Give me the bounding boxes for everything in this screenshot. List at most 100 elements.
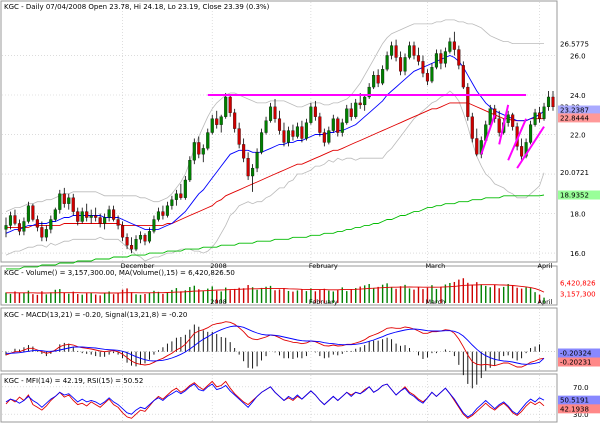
candle-down — [313, 106, 317, 117]
volume-bar — [476, 282, 478, 303]
price-label-text: 18.9352 — [560, 191, 589, 199]
volume-bar — [458, 279, 460, 303]
candle-up — [363, 96, 367, 106]
candle-up — [327, 130, 331, 143]
volume-bar — [319, 289, 321, 303]
candle-up — [390, 45, 394, 56]
candle-up — [224, 96, 228, 117]
volume-bar — [516, 287, 518, 303]
candle-up — [210, 118, 214, 133]
volume-bar — [41, 291, 43, 303]
volume-bar — [435, 288, 438, 303]
volume-bar — [251, 287, 254, 303]
candle-down — [228, 96, 232, 113]
candle-down — [497, 118, 501, 133]
volume-bar — [283, 288, 285, 303]
macd-label-text: -0.20324 — [560, 350, 592, 358]
candle-up — [206, 132, 210, 149]
volume-bar — [426, 287, 429, 303]
volume-bar — [265, 286, 267, 303]
price-tick-label: 26.0 — [570, 52, 586, 60]
price-label: 22.8444 — [558, 113, 600, 123]
volume-bar — [431, 285, 433, 303]
volume-bar — [485, 285, 487, 303]
volume-bar — [117, 293, 119, 303]
candle-up — [174, 193, 178, 200]
price-label-text: 22.8444 — [560, 114, 589, 122]
volume-bar — [59, 289, 61, 303]
candle-down — [17, 223, 21, 232]
candle-up — [367, 86, 371, 98]
month-label-volume: 2008 — [210, 298, 227, 306]
candle-down — [246, 158, 250, 177]
candle-down — [358, 102, 362, 106]
volume-bar — [408, 288, 411, 303]
price-label-bg — [558, 39, 600, 49]
candle-down — [215, 118, 219, 125]
month-label-price: April — [538, 262, 553, 270]
volume-bar — [242, 288, 245, 303]
rsi-label: 50.5191 — [558, 395, 600, 405]
volume-bar — [126, 288, 128, 303]
volume-bar — [355, 288, 357, 303]
candle-down — [121, 225, 125, 238]
volume-bar — [498, 288, 500, 303]
trend-line — [516, 126, 545, 169]
candle-down — [439, 53, 443, 64]
volume-bar — [81, 294, 83, 303]
macd-signal-line — [6, 325, 545, 365]
macd-chart-title: KGC - MACD(13,21) = -0.20, Signal(13,21,… — [4, 311, 187, 319]
candle-up — [89, 215, 93, 218]
price-label-bg — [558, 113, 600, 123]
volume-bar — [507, 284, 509, 303]
volume-label-bg — [558, 289, 600, 299]
volume-bar — [359, 286, 361, 303]
candle-up — [286, 130, 291, 143]
volume-bar — [175, 288, 178, 303]
candle-down — [233, 112, 237, 129]
volume-bar — [372, 287, 375, 303]
volume-bar — [153, 290, 155, 303]
volume-bar — [162, 293, 164, 303]
mfi-tick-label: 70.0 — [573, 384, 589, 392]
candle-up — [506, 114, 510, 123]
candle-up — [255, 152, 259, 169]
candle-up — [188, 160, 192, 181]
mfi-label-bg — [558, 404, 600, 414]
volume-bar — [278, 289, 281, 303]
candle-down — [71, 197, 75, 212]
candle-up — [107, 209, 111, 218]
macd-label-bg — [558, 357, 600, 367]
candle-down — [31, 205, 35, 220]
candle-down — [475, 138, 479, 155]
price-label: 23.2387 — [558, 105, 600, 115]
price-label-text: 26.5775 — [560, 41, 589, 49]
price-label-bg — [558, 168, 600, 178]
price-tick-label: 18.0 — [570, 211, 586, 219]
volume-bar — [238, 287, 240, 303]
candle-down — [376, 75, 380, 84]
candle-up — [430, 67, 434, 82]
candle-up — [22, 221, 26, 232]
candle-up — [8, 215, 13, 226]
candle-down — [197, 142, 201, 155]
volume-bar — [525, 287, 527, 303]
candle-up — [443, 51, 447, 64]
mfi-tick-label: 30.0 — [573, 411, 589, 419]
candle-down — [511, 114, 515, 127]
volume-bar — [99, 295, 101, 303]
volume-bar — [440, 286, 442, 303]
volume-bar — [301, 289, 303, 303]
candle-down — [35, 219, 39, 228]
candle-up — [156, 211, 160, 220]
volume-bar — [296, 290, 299, 303]
volume-bar — [381, 284, 384, 303]
volume-bar — [198, 289, 200, 303]
candle-down — [125, 237, 129, 246]
candle-up — [529, 124, 533, 143]
volume-bar — [121, 289, 124, 303]
month-label-volume: March — [425, 298, 445, 306]
month-label-volume: April — [538, 298, 553, 306]
volume-bar — [453, 281, 456, 303]
volume-bar — [520, 288, 523, 303]
